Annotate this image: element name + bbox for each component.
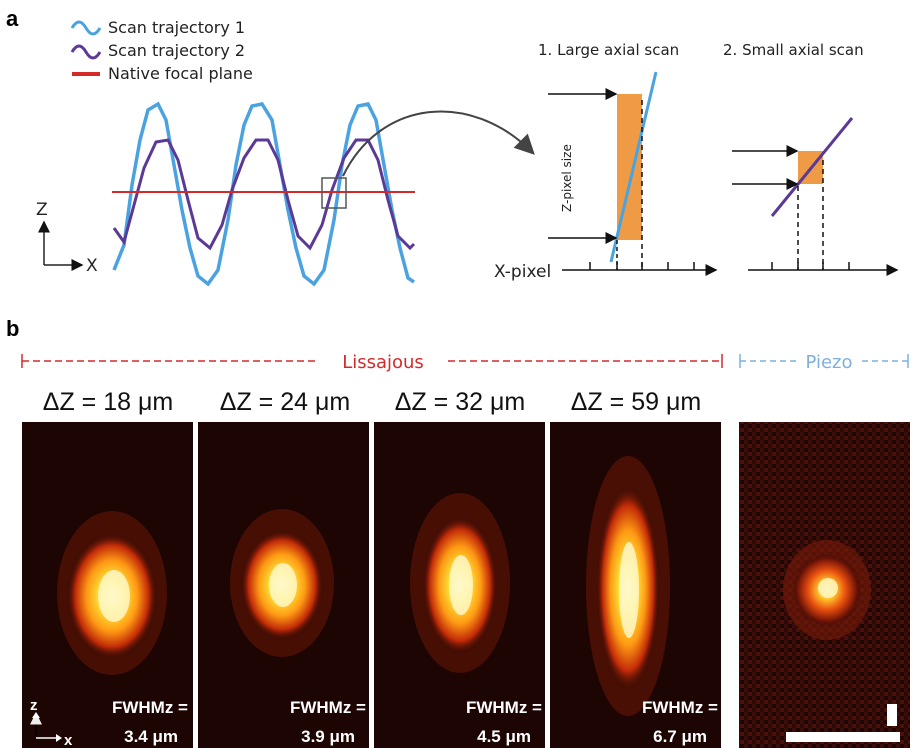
panel-b-label: b (6, 316, 19, 341)
fwhm-value-4: 6.7 μm (653, 727, 707, 746)
lissajous-label: Lissajous (342, 352, 424, 373)
piezo-bracket: Piezo (739, 352, 909, 373)
legend-swatch-trajectory-1 (70, 20, 102, 36)
large-axial-scan-diagram: Z-pixel size X-pixel (494, 71, 718, 282)
legend: Scan trajectory 1 Scan trajectory 2 Nati… (70, 18, 253, 83)
scan-trajectory-2 (112, 138, 416, 251)
inset-axis-z-label: z (30, 697, 38, 714)
axis-x-label: X (86, 256, 98, 276)
legend-trajectory-1: Scan trajectory 1 (108, 18, 245, 37)
x-scale-bar (786, 732, 900, 742)
small-scan-trajectory (770, 117, 854, 217)
fwhm-label-1: FWHMz = (112, 698, 188, 717)
legend-swatch-trajectory-2 (70, 44, 102, 60)
fwhm-label-2: FWHMz = (290, 698, 366, 717)
scan-trajectory-1 (112, 101, 415, 287)
dz-label-4: ΔZ = 59 μm (571, 388, 701, 416)
lissajous-bracket: Lissajous (21, 352, 723, 373)
fwhm-label-4: FWHMz = (642, 698, 718, 717)
large-scan-trajectory (609, 71, 658, 263)
dz-label-1: ΔZ = 18 μm (43, 388, 173, 416)
small-axial-scan-diagram (732, 117, 899, 276)
fwhm-value-3: 4.5 μm (477, 727, 531, 746)
large-axial-scan-title: 1. Large axial scan (538, 41, 679, 59)
psf-image-2 (198, 422, 369, 748)
small-axial-scan-title: 2. Small axial scan (723, 41, 864, 59)
psf-image-4 (550, 422, 721, 748)
panel-a-label: a (6, 6, 19, 31)
fwhm-value-1: 3.4 μm (124, 727, 178, 746)
inset-axis-x-label: x (64, 732, 73, 748)
piezo-label: Piezo (806, 352, 853, 373)
zoom-box (321, 177, 347, 209)
inset-zx-axes: z x (30, 697, 73, 748)
psf-image-3 (374, 422, 545, 748)
z-x-axes: Z X (36, 200, 98, 276)
legend-focal-plane: Native focal plane (108, 64, 253, 83)
psf-image-1 (22, 422, 193, 748)
legend-trajectory-2: Scan trajectory 2 (108, 41, 245, 60)
fwhm-label-3: FWHMz = (466, 698, 542, 717)
psf-image-piezo (739, 422, 910, 748)
z-scale-bar (887, 704, 897, 726)
dz-label-2: ΔZ = 24 μm (220, 388, 350, 416)
dz-label-3: ΔZ = 32 μm (395, 388, 525, 416)
z-pixel-size-label: Z-pixel size (560, 144, 574, 212)
fwhm-value-2: 3.9 μm (301, 727, 355, 746)
zoom-arrow (342, 110, 535, 177)
x-pixel-label: X-pixel (494, 262, 551, 282)
axis-z-label: Z (36, 200, 48, 220)
